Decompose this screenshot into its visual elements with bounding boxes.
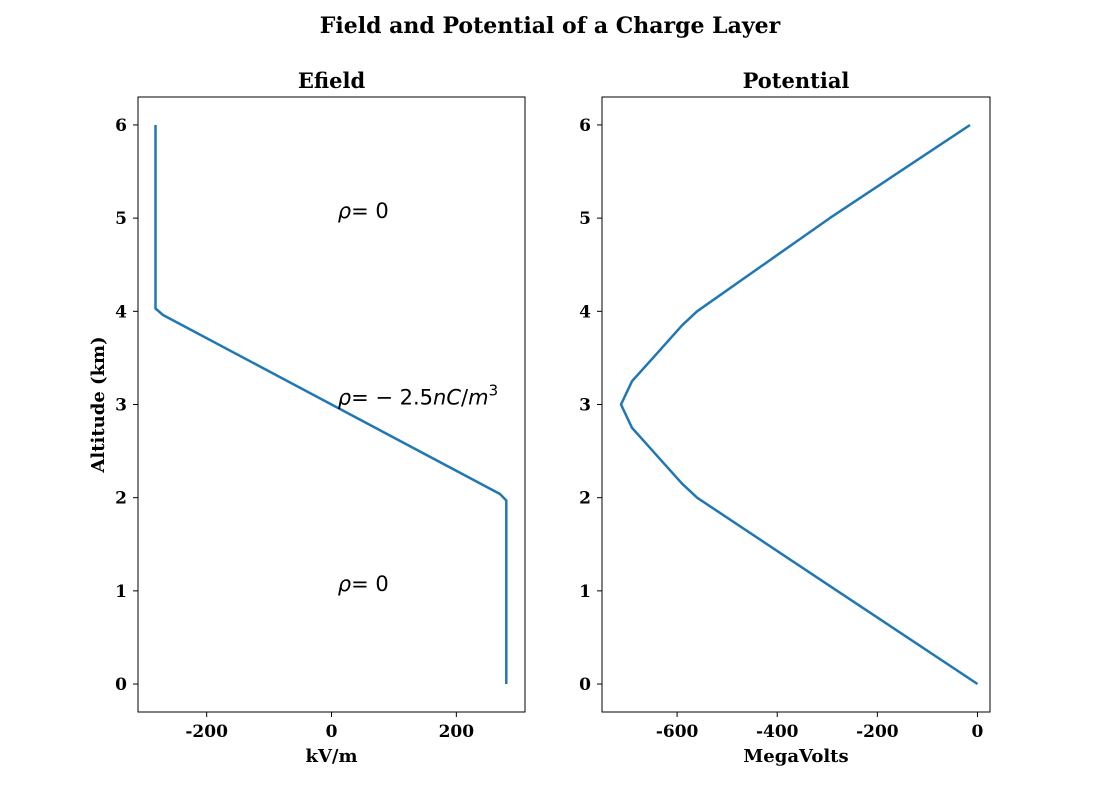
efield-panel: Efield kV/m Altitude (km) -200 0 200 0 1 2 3 4 5… [88, 68, 526, 767]
potential-y-tick-label: 5 [579, 209, 591, 229]
efield-series-line [154, 125, 508, 684]
efield-charge-density-annotation: ρ= − 2.5nC/m3 [338, 382, 498, 410]
potential-x-tick-label: -400 [756, 722, 799, 742]
efield-y-tick-label: 3 [115, 396, 127, 416]
potential-y-tick-label: 0 [579, 675, 591, 695]
potential-x-tick-label: 0 [972, 722, 984, 742]
potential-y-tick-label: 1 [579, 582, 591, 602]
efield-x-axis-label: kV/m [305, 746, 357, 767]
efield-charge-density-annotation: ρ= 0 [338, 199, 389, 223]
potential-y-tick-label: 4 [579, 302, 591, 322]
potential-y-tick-label: 6 [579, 116, 591, 136]
efield-y-tick-label: 0 [115, 675, 127, 695]
efield-y-axis-label: Altitude (km) [88, 336, 109, 473]
efield-panel-title: Efield [298, 68, 366, 93]
figure-title: Field and Potential of a Charge Layer [320, 13, 781, 39]
potential-plot-frame [601, 96, 991, 713]
potential-y-tick-label: 3 [579, 396, 591, 416]
efield-y-tick-label: 6 [115, 116, 127, 136]
potential-x-tick-label: -200 [856, 722, 899, 742]
potential-panel-title: Potential [743, 68, 850, 93]
efield-x-tick-label: 0 [326, 722, 338, 742]
potential-x-axis-label: MegaVolts [743, 746, 848, 767]
efield-x-tick-label: -200 [185, 722, 228, 742]
efield-charge-density-annotation: ρ= 0 [338, 572, 389, 596]
efield-y-tick-label: 2 [115, 489, 127, 509]
efield-y-tick-label: 1 [115, 582, 127, 602]
efield-y-tick-label: 5 [115, 209, 127, 229]
efield-y-tick-label: 4 [115, 302, 127, 322]
potential-series-line [619, 123, 979, 686]
efield-x-tick-label: 200 [439, 722, 475, 742]
potential-panel: Potential MegaVolts -600 -400 -200 0 0 1 2 3 4 5 6 [579, 68, 991, 767]
potential-y-tick-label: 2 [579, 489, 591, 509]
potential-x-tick-label: -600 [656, 722, 699, 742]
